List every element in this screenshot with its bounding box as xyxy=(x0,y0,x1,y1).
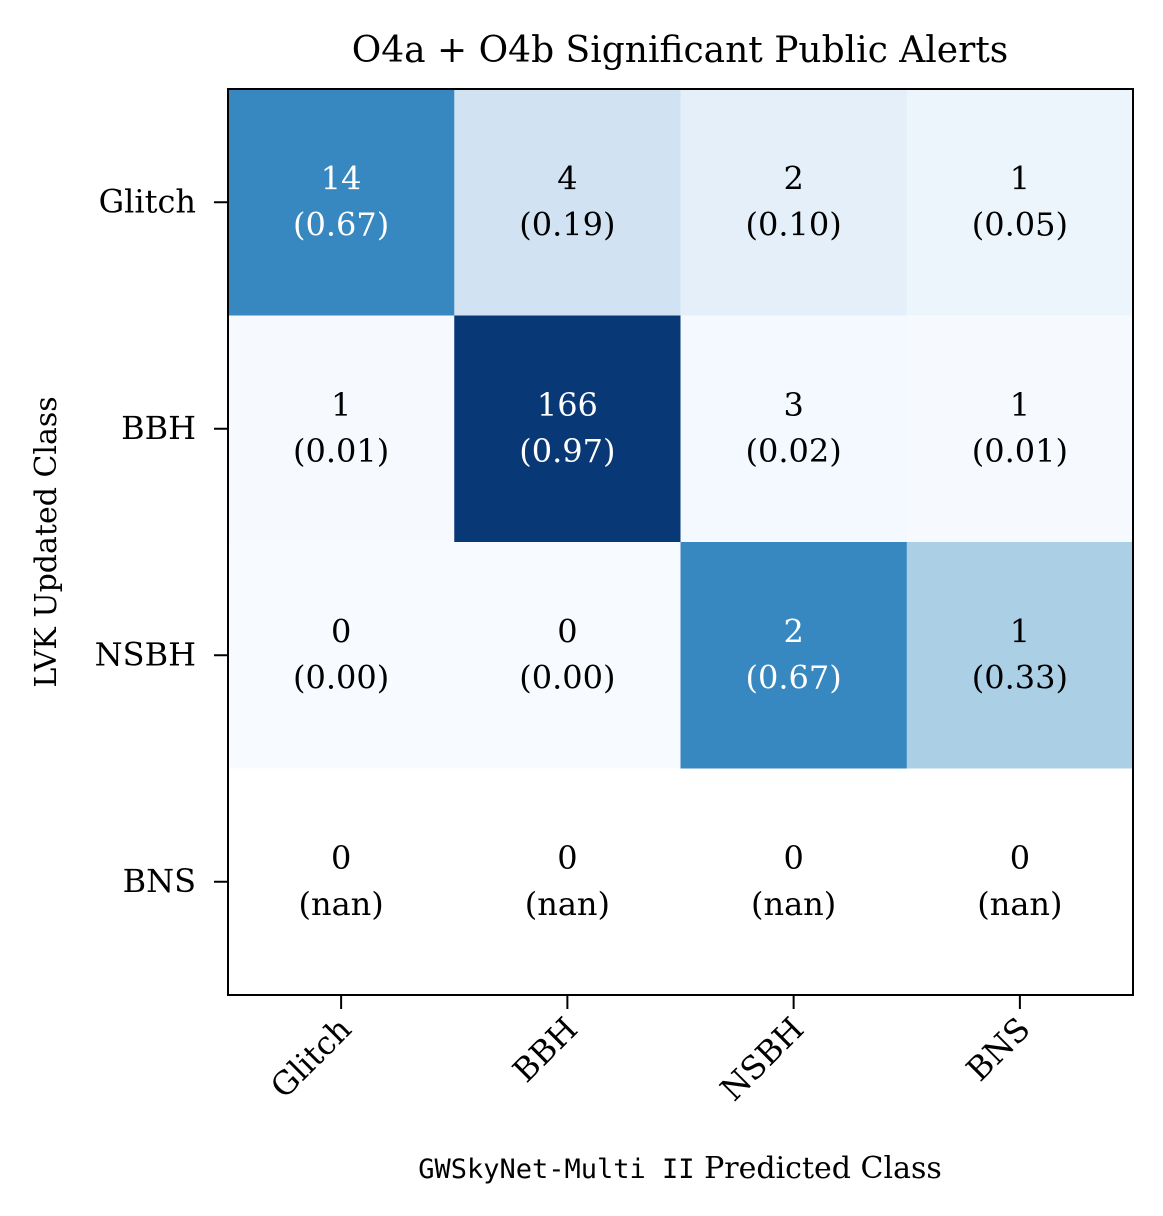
heatmap-cell xyxy=(228,768,455,996)
cell-fraction-label: (0.00) xyxy=(293,658,389,696)
cell-labels: 14 (0.67) 4 (0.19) 2 (0.10) 1 (0.05) 1 (0.01) 166 (… xyxy=(293,159,1068,923)
x-tick-label: BBH xyxy=(505,1010,585,1090)
plot-frame xyxy=(227,88,1134,996)
cell-fraction-label: (nan) xyxy=(525,885,610,923)
heatmap-cell xyxy=(680,768,908,996)
heatmap-cell xyxy=(906,315,1134,543)
x-tick-label: Glitch xyxy=(263,1010,359,1106)
cell-count-label: 1 xyxy=(1010,612,1030,650)
cell-count-label: 0 xyxy=(783,839,803,877)
x-axis-ticks: Glitch BBH NSBH BNS xyxy=(263,995,1038,1108)
x-tick-label: BNS xyxy=(959,1010,1038,1089)
cell-fraction-label: (0.97) xyxy=(519,432,615,470)
cell-count-label: 2 xyxy=(783,612,803,650)
heatmap-cell xyxy=(228,315,455,543)
cell-count-label: 0 xyxy=(557,839,577,877)
chart-title: O4a + O4b Significant Public Alerts xyxy=(352,30,1009,71)
cell-count-label: 0 xyxy=(331,839,351,877)
heatmap-cell xyxy=(454,542,681,769)
cell-fraction-label: (0.67) xyxy=(293,205,389,243)
heatmap-cell xyxy=(906,768,1134,996)
cell-fraction-label: (0.01) xyxy=(972,432,1068,470)
cell-count-label: 0 xyxy=(1010,839,1030,877)
heatmap-cell xyxy=(454,89,681,316)
cell-fraction-label: (0.33) xyxy=(972,658,1068,696)
cell-count-label: 1 xyxy=(331,386,351,424)
cell-fraction-label: (nan) xyxy=(298,885,383,923)
cell-fraction-label: (0.01) xyxy=(293,432,389,470)
cell-fraction-label: (0.67) xyxy=(746,658,842,696)
x-axis-label-code: GWSkyNet-Multi II xyxy=(418,1154,694,1185)
cell-count-label: 4 xyxy=(557,159,577,197)
heatmap-cell xyxy=(228,542,455,769)
heatmap-cell xyxy=(680,542,908,769)
cell-count-label: 2 xyxy=(783,159,803,197)
x-axis-label: GWSkyNet-Multi II Predicted Class xyxy=(418,1151,942,1186)
cell-count-label: 1 xyxy=(1010,386,1030,424)
cell-count-label: 3 xyxy=(783,386,803,424)
cell-fraction-label: (0.19) xyxy=(519,205,615,243)
y-tick-label: BNS xyxy=(123,862,196,900)
y-axis-label: LVK Updated Class xyxy=(29,396,64,687)
heatmap-cell xyxy=(906,542,1134,769)
heatmap-cell xyxy=(454,315,681,543)
y-tick-label: BBH xyxy=(121,409,196,447)
cell-fraction-label: (0.05) xyxy=(972,205,1068,243)
cell-fraction-label: (0.10) xyxy=(746,205,842,243)
heatmap-cell xyxy=(228,89,455,316)
x-tick-label: NSBH xyxy=(713,1010,812,1109)
cell-fraction-label: (0.00) xyxy=(519,658,615,696)
heatmap-cell xyxy=(680,315,908,543)
cell-fraction-label: (0.02) xyxy=(746,432,842,470)
heatmap-cell xyxy=(454,768,681,996)
cell-fraction-label: (nan) xyxy=(751,885,836,923)
y-tick-label: Glitch xyxy=(99,182,196,220)
heatmap-cells xyxy=(228,89,1134,996)
cell-count-label: 14 xyxy=(321,159,362,197)
heatmap-cell xyxy=(680,89,908,316)
y-axis-ticks: Glitch BBH NSBH BNS xyxy=(95,182,228,900)
cell-count-label: 166 xyxy=(537,386,598,424)
y-tick-label: NSBH xyxy=(95,635,196,673)
cell-fraction-label: (nan) xyxy=(977,885,1062,923)
cell-count-label: 0 xyxy=(557,612,577,650)
x-axis-label-text: Predicted Class xyxy=(695,1151,942,1186)
heatmap-cell xyxy=(906,89,1134,316)
cell-count-label: 0 xyxy=(331,612,351,650)
cell-count-label: 1 xyxy=(1010,159,1030,197)
